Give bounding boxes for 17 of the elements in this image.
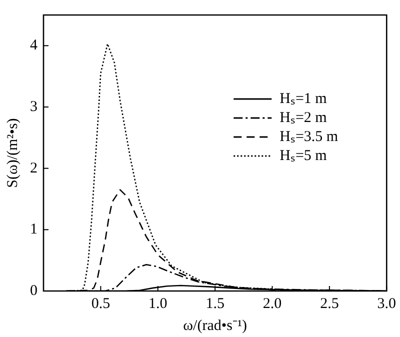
y-tick-label: 1 <box>30 222 38 238</box>
y-tick-label: 2 <box>30 160 38 176</box>
legend-label: Hₛ=1 m <box>280 90 328 107</box>
x-axis-title: ω/(rad•s⁻¹) <box>183 318 247 334</box>
y-tick-label: 4 <box>30 38 38 54</box>
y-tick-label: 0 <box>30 282 38 299</box>
legend-label: Hₛ=2 m <box>280 110 328 126</box>
y-axis-title: S(ω)/(m²•s) <box>4 118 21 188</box>
legend-label: Hₛ=5 m <box>280 148 328 164</box>
legend-label: Hₛ=3.5 m <box>280 128 338 145</box>
y-tick-label: 3 <box>30 98 38 115</box>
x-tick-label: 2.0 <box>262 296 282 312</box>
x-tick-label: 1.0 <box>148 296 168 312</box>
x-tick-label: 0.5 <box>91 296 110 312</box>
x-tick-label: 1.5 <box>206 296 224 312</box>
x-tick-label: 3.0 <box>377 296 396 312</box>
x-tick-label: 2.5 <box>320 296 339 312</box>
